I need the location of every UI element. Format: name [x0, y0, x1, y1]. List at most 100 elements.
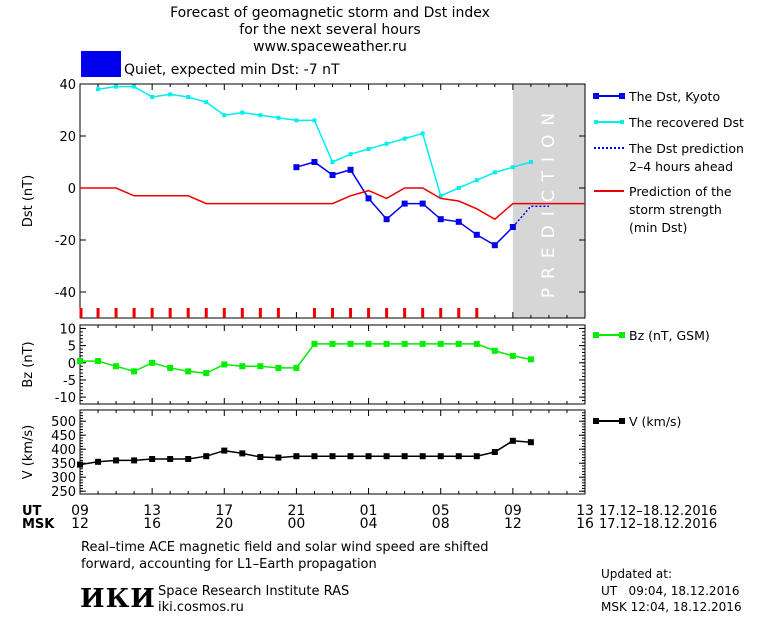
y-tick-label: 0 — [68, 182, 76, 197]
legend-marker — [593, 93, 599, 99]
data-point — [276, 115, 281, 120]
legend-label: The recovered Dst — [628, 115, 744, 130]
ut-tick-label: 17 — [215, 503, 233, 519]
y-tick-label: 40 — [59, 78, 76, 93]
y-axis-label-2: V (km/s) — [21, 425, 36, 480]
data-point — [311, 453, 318, 460]
data-point — [257, 363, 264, 370]
data-point — [312, 118, 317, 123]
y-tick-label: -40 — [55, 286, 76, 301]
data-point — [131, 457, 138, 464]
data-point — [509, 352, 516, 359]
data-point — [456, 186, 461, 190]
legend-label: 2–4 hours ahead — [629, 159, 733, 174]
data-point — [420, 131, 425, 136]
data-point — [365, 453, 372, 460]
data-point — [185, 456, 192, 462]
data-point — [311, 340, 318, 347]
data-point — [114, 84, 119, 89]
data-point — [131, 368, 138, 375]
data-point — [437, 340, 444, 347]
y-axis-label-1: Bz (nT) — [21, 341, 36, 387]
data-point — [455, 453, 462, 460]
series-line-1-0 — [80, 343, 532, 374]
data-point — [510, 165, 515, 170]
data-point — [347, 340, 354, 347]
data-point — [528, 160, 533, 164]
data-point — [401, 453, 408, 460]
msk-tick-label: 16 — [576, 516, 594, 532]
y-tick-label: -5 — [63, 374, 76, 389]
data-point — [149, 456, 156, 462]
data-point — [132, 84, 137, 89]
footer-note-line-1: Real–time ACE magnetic field and solar w… — [81, 540, 489, 555]
data-point — [95, 458, 102, 465]
legend-label: The Dst, Kyoto — [628, 89, 720, 104]
chart-title-line-3: www.spaceweather.ru — [253, 39, 407, 55]
data-point — [167, 364, 174, 371]
data-point — [401, 340, 408, 347]
legend-marker — [619, 93, 625, 99]
footer-note-line-2: forward, accounting for L1–Earth propaga… — [81, 557, 377, 572]
data-point — [258, 113, 263, 118]
status-label: Quiet, expected min Dst: -7 nT — [124, 62, 340, 78]
y-tick-label: 400 — [51, 443, 76, 458]
ut-tick-label: 05 — [432, 503, 450, 519]
chart-title-line-1: Forecast of geomagnetic storm and Dst in… — [170, 5, 490, 21]
y-tick-label: -10 — [55, 391, 76, 406]
ut-date-range: 17.12–18.12.2016 — [599, 504, 717, 519]
data-point — [203, 370, 210, 377]
data-point — [348, 152, 353, 157]
data-point — [222, 113, 227, 118]
data-point — [113, 363, 120, 370]
data-point — [240, 110, 245, 115]
msk-axis-label: MSK — [22, 517, 55, 532]
data-point — [257, 454, 264, 461]
y-tick-label: 350 — [51, 457, 76, 472]
ut-tick-label: 21 — [288, 503, 306, 519]
data-point — [77, 358, 83, 365]
status-color-swatch — [81, 51, 121, 77]
data-point — [473, 453, 480, 460]
legend-marker — [620, 120, 624, 124]
data-point — [293, 164, 300, 171]
legend-label: V (km/s) — [629, 414, 681, 429]
data-point — [509, 437, 516, 444]
updated-label: Updated at: — [601, 567, 672, 581]
data-point — [203, 453, 210, 460]
data-point — [383, 340, 390, 347]
ut-tick-label: 09 — [504, 503, 522, 519]
data-point — [221, 447, 228, 454]
ut-tick-label: 01 — [360, 503, 378, 519]
data-point — [383, 453, 390, 460]
data-point — [330, 160, 335, 164]
data-point — [294, 118, 299, 123]
data-point — [329, 453, 336, 460]
data-point — [455, 340, 462, 347]
msk-tick-label: 00 — [288, 516, 306, 532]
legend-marker — [594, 120, 598, 124]
data-point — [204, 100, 209, 105]
data-point — [347, 453, 354, 460]
data-point — [275, 454, 282, 461]
legend-label: Bz (nT, GSM) — [629, 328, 710, 343]
y-tick-label: 0 — [68, 357, 76, 372]
series-line-2-0 — [79, 440, 531, 466]
y-tick-label: 300 — [51, 471, 76, 486]
prediction-region — [512, 84, 585, 318]
data-point — [401, 200, 408, 207]
data-point — [474, 178, 479, 183]
series-line-0-1 — [97, 85, 532, 197]
data-point — [419, 200, 426, 207]
data-point — [402, 136, 407, 141]
chart-title-line-2: for the next several hours — [239, 22, 421, 38]
series-line-0-3 — [80, 187, 585, 221]
data-point — [311, 159, 318, 165]
iki-logo: ИКИ — [80, 584, 156, 614]
msk-date-range: 17.12–18.12.2016 — [599, 517, 717, 532]
legend-marker — [619, 332, 625, 338]
legend-marker — [619, 418, 625, 424]
data-point — [329, 340, 336, 347]
legend-marker — [593, 332, 599, 338]
